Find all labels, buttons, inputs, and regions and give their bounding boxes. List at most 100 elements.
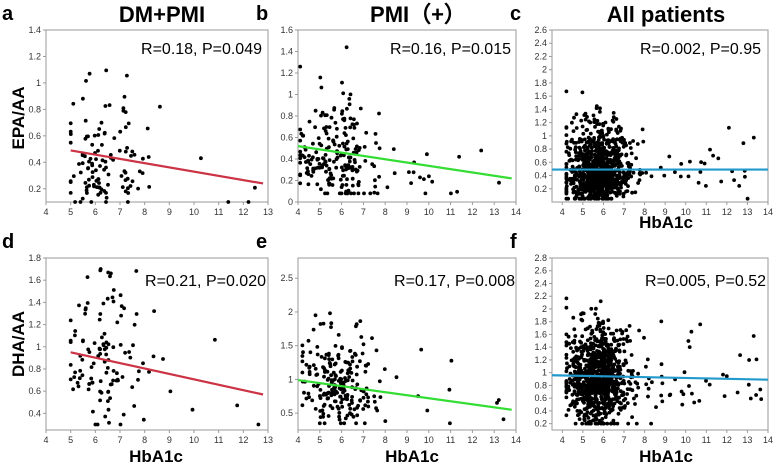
data-point: [310, 398, 315, 403]
data-point: [602, 341, 607, 346]
data-point: [147, 370, 151, 374]
data-point: [586, 160, 591, 164]
data-point: [759, 397, 764, 401]
data-point: [599, 146, 604, 151]
data-point: [586, 384, 591, 389]
data-point: [88, 156, 93, 161]
data-point: [96, 177, 101, 182]
data-point: [624, 328, 629, 333]
data-point: [608, 397, 613, 402]
data-point: [564, 340, 569, 344]
y-tick-label: 1.8: [28, 253, 41, 263]
data-point: [594, 327, 599, 331]
x-tick-label: 11: [214, 435, 223, 445]
data-point: [573, 147, 577, 152]
data-point: [73, 333, 77, 338]
data-point: [566, 408, 571, 412]
data-point: [85, 275, 90, 279]
data-point: [97, 317, 102, 322]
data-point: [603, 395, 607, 399]
data-point: [650, 380, 654, 385]
plot-frame: [45, 257, 269, 431]
y-tick-label: 0.4: [280, 154, 293, 164]
data-point: [616, 386, 620, 391]
data-point: [87, 382, 92, 386]
x-tick-label: 4: [43, 435, 48, 445]
data-point: [621, 337, 626, 341]
data-point: [329, 373, 333, 378]
fit-line: [70, 149, 264, 185]
data-point: [620, 393, 624, 398]
data-point: [341, 91, 346, 96]
data-point: [92, 133, 97, 138]
x-tick-label: 11: [446, 435, 455, 445]
data-point: [583, 148, 587, 153]
panel-letter-b: b: [256, 3, 268, 25]
data-point: [568, 178, 573, 183]
data-point: [123, 110, 128, 114]
data-point: [580, 196, 585, 200]
data-point: [615, 182, 620, 186]
data-point: [300, 343, 305, 348]
data-point: [90, 163, 95, 168]
data-point: [609, 150, 614, 155]
data-point: [308, 162, 313, 167]
data-point: [591, 176, 596, 181]
data-point: [586, 178, 590, 183]
x-tick-label: 7: [621, 435, 626, 445]
y-tick-label: 1: [542, 131, 547, 141]
data-point: [596, 410, 601, 414]
data-point: [596, 354, 600, 358]
data-point: [363, 403, 368, 408]
data-point: [98, 379, 103, 384]
data-point: [614, 127, 619, 132]
data-point: [354, 322, 359, 327]
data-point: [374, 406, 378, 411]
panel-c: c All patients HbA1c R=0.002, P=0.95: [510, 2, 761, 232]
data-point: [246, 200, 251, 204]
data-point: [130, 385, 135, 389]
y-tick-label: 1.2: [28, 320, 41, 330]
data-point: [596, 172, 601, 177]
plot-d: 4 5 6 7 8 9 10 11 12 13 0.4 0.6 0.8 1 1.2 1.4 1.6 1.8: [28, 253, 273, 445]
data-point: [355, 413, 360, 418]
data-point: [574, 112, 579, 117]
data-point: [361, 395, 366, 400]
data-point: [328, 171, 333, 176]
data-point: [591, 113, 596, 118]
data-point: [600, 417, 605, 421]
data-point: [567, 377, 572, 381]
data-point: [447, 387, 452, 392]
data-point: [323, 356, 327, 361]
data-point: [621, 144, 626, 149]
data-point: [339, 165, 344, 170]
data-point: [347, 97, 352, 101]
data-point: [606, 343, 611, 348]
data-point: [89, 376, 94, 381]
data-point: [147, 185, 152, 189]
data-point: [102, 130, 107, 135]
data-point: [625, 387, 630, 391]
data-point: [361, 407, 366, 411]
data-point: [313, 366, 318, 371]
data-point: [565, 361, 569, 366]
data-point: [593, 154, 598, 158]
data-point: [93, 422, 98, 427]
plot-frame: [551, 29, 769, 203]
data-point: [751, 334, 756, 338]
data-point: [594, 397, 599, 401]
data-point: [582, 400, 586, 405]
data-point: [425, 408, 430, 413]
data-point: [347, 375, 352, 379]
x-tick-label: 4: [295, 207, 300, 217]
data-point: [592, 335, 597, 339]
data-point: [364, 392, 369, 397]
data-point: [103, 159, 108, 164]
data-point: [580, 383, 585, 387]
data-point: [125, 176, 130, 181]
data-point: [137, 169, 142, 174]
data-point: [609, 331, 613, 336]
data-point: [592, 194, 597, 199]
x-axis-label-e: HbA1c: [385, 447, 439, 466]
data-point: [78, 368, 83, 373]
